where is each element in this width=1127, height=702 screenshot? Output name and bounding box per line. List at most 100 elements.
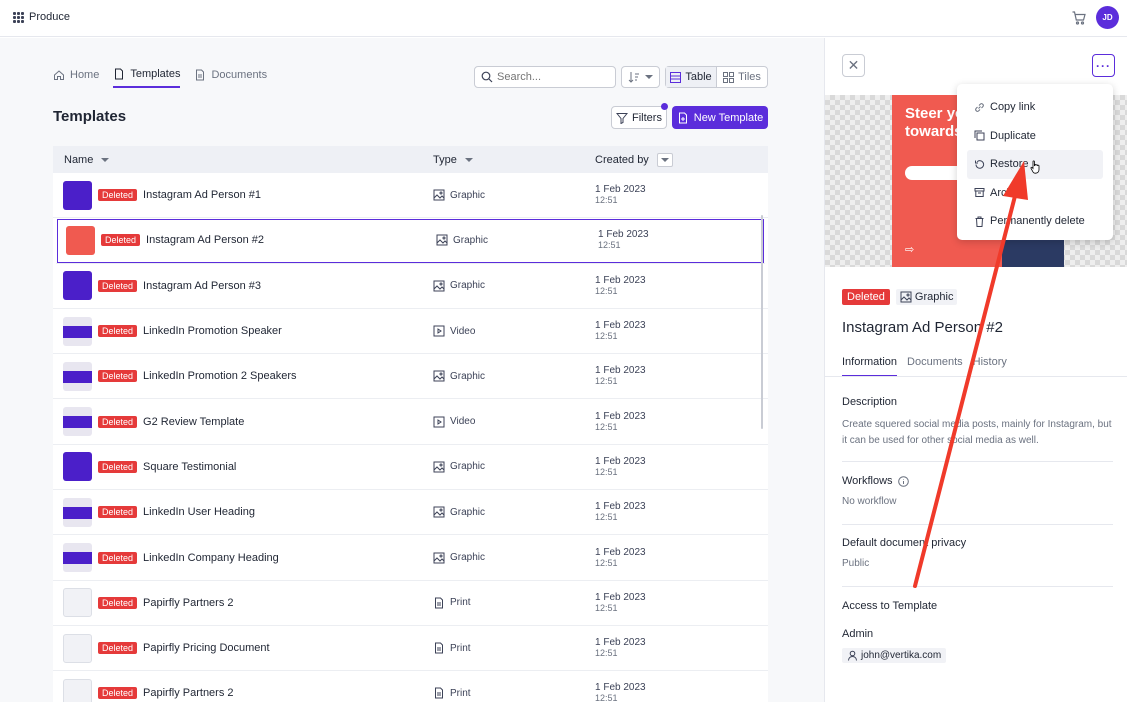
status-badge: Deleted bbox=[842, 289, 890, 305]
app-name[interactable]: Produce bbox=[29, 11, 70, 23]
template-type: Graphic bbox=[450, 370, 486, 382]
type-badge-label: Graphic bbox=[914, 291, 954, 303]
filters-button[interactable]: Filters bbox=[611, 106, 667, 129]
created-time: 12:51 bbox=[595, 285, 618, 296]
table-row[interactable]: Deleted G2 Review Template Video 1 Feb 2023… bbox=[53, 399, 768, 445]
description-text: Create squered social media posts, mainl… bbox=[842, 419, 1112, 446]
menu-item-duplicate[interactable]: Duplicate bbox=[967, 122, 1103, 151]
documents-icon bbox=[196, 69, 205, 81]
admin-user-chip[interactable]: john@vertika.com bbox=[842, 648, 947, 663]
template-name: Papirfly Partners 2 bbox=[143, 596, 234, 609]
cell-created: 1 Feb 2023 12:51 bbox=[595, 682, 735, 702]
table-row[interactable]: Deleted Papirfly Partners 2 Print 1 Feb 202… bbox=[53, 580, 768, 626]
cell-created: 1 Feb 2023 12:51 bbox=[595, 365, 735, 387]
tab-documents[interactable]: Documents bbox=[907, 356, 963, 368]
table-row[interactable]: Deleted Instagram Ad Person #2 Graphic 1 Fe… bbox=[56, 218, 765, 264]
status-badge: Deleted bbox=[98, 642, 138, 655]
menu-item-permanently-delete[interactable]: Permanently delete bbox=[967, 207, 1103, 236]
template-type: Video bbox=[450, 325, 476, 337]
cell-created: 1 Feb 2023 12:51 bbox=[595, 501, 735, 523]
image-icon bbox=[433, 461, 445, 473]
cart-icon[interactable] bbox=[1071, 10, 1087, 26]
column-header-type[interactable]: Type bbox=[433, 154, 595, 166]
column-name-label: Name bbox=[64, 153, 94, 166]
cell-type: Graphic bbox=[433, 506, 595, 518]
app-grid-icon[interactable] bbox=[13, 12, 24, 23]
new-template-button[interactable]: New Template bbox=[672, 106, 768, 129]
scrollbar[interactable] bbox=[761, 215, 763, 429]
home-icon bbox=[54, 70, 64, 80]
template-type: Graphic bbox=[450, 506, 486, 518]
template-thumbnail bbox=[63, 543, 92, 573]
tab-documents-label: Documents bbox=[211, 69, 268, 81]
workflows-label-row: Workflows bbox=[842, 475, 1113, 487]
cell-name: Deleted LinkedIn Promotion 2 Speakers bbox=[53, 361, 433, 391]
column-header-name[interactable]: Name bbox=[53, 154, 433, 166]
filters-label: Filters bbox=[632, 111, 662, 124]
template-title: Instagram Ad Person #2 bbox=[842, 319, 1003, 336]
tab-documents[interactable]: Documents bbox=[194, 68, 267, 88]
ellipsis-icon: ··· bbox=[1096, 58, 1111, 73]
cell-name: Deleted LinkedIn Company Heading bbox=[53, 543, 433, 573]
column-header-created[interactable]: Created by bbox=[595, 152, 735, 167]
table-row[interactable]: Deleted LinkedIn Promotion Speaker Video 1 … bbox=[53, 308, 768, 355]
table-row[interactable]: Deleted LinkedIn Promotion 2 Speakers Grap… bbox=[53, 354, 768, 400]
more-actions-button[interactable]: ··· bbox=[1092, 54, 1115, 77]
image-icon bbox=[433, 280, 445, 292]
template-type: Graphic bbox=[450, 189, 486, 201]
info-icon[interactable] bbox=[897, 475, 909, 487]
user-icon bbox=[848, 650, 857, 661]
admin-email: john@vertika.com bbox=[861, 650, 942, 661]
menu-item-copy-link[interactable]: Copy link bbox=[967, 93, 1103, 122]
table-row[interactable]: Deleted LinkedIn User Heading Graphic 1 Feb… bbox=[53, 490, 768, 536]
view-table-button[interactable]: Table bbox=[666, 67, 717, 87]
video-icon bbox=[433, 325, 445, 337]
menu-item-archive[interactable]: Archive bbox=[967, 179, 1103, 208]
cell-created: 1 Feb 2023 12:51 bbox=[595, 275, 735, 297]
close-panel-button[interactable]: ✕ bbox=[842, 54, 865, 77]
template-name: Instagram Ad Person #1 bbox=[143, 189, 262, 202]
tab-home[interactable]: Home bbox=[53, 68, 99, 88]
template-type: Graphic bbox=[450, 552, 486, 564]
filter-icon bbox=[616, 112, 629, 124]
status-badge: Deleted bbox=[98, 325, 138, 338]
templates-table: Name Type Created by Deleted Instagram Ad… bbox=[53, 146, 768, 702]
search-box[interactable] bbox=[474, 66, 616, 88]
user-avatar[interactable]: JD bbox=[1096, 6, 1119, 29]
template-type: Print bbox=[450, 597, 471, 609]
tab-information[interactable]: Information bbox=[842, 356, 898, 377]
privacy-section: Default document privacy Public bbox=[842, 537, 1113, 572]
sort-button[interactable] bbox=[621, 66, 660, 88]
file-icon bbox=[115, 68, 124, 80]
search-input[interactable] bbox=[497, 71, 607, 83]
column-type-label: Type bbox=[433, 153, 457, 166]
view-tiles-button[interactable]: Tiles bbox=[717, 67, 767, 87]
created-time: 12:51 bbox=[595, 648, 618, 659]
cell-type: Graphic bbox=[433, 189, 595, 201]
table-row[interactable]: Deleted LinkedIn Company Heading Graphic 1 … bbox=[53, 535, 768, 581]
status-badge: Deleted bbox=[98, 370, 138, 383]
table-row[interactable]: Deleted Instagram Ad Person #1 Graphic 1 Fe… bbox=[53, 173, 768, 219]
tab-templates[interactable]: Templates bbox=[113, 68, 181, 88]
tab-templates-label: Templates bbox=[130, 68, 181, 80]
template-type: Graphic bbox=[450, 280, 486, 292]
table-row[interactable]: Deleted Instagram Ad Person #3 Graphic 1 Fe… bbox=[53, 263, 768, 309]
table-row[interactable]: Deleted Papirfly Pricing Document Print 1 F… bbox=[53, 625, 768, 672]
tab-history[interactable]: History bbox=[972, 356, 1007, 368]
table-row[interactable]: Deleted Square Testimonial Graphic 1 Feb 20… bbox=[53, 444, 768, 491]
cell-created: 1 Feb 2023 12:51 bbox=[595, 320, 735, 342]
column-menu-button[interactable] bbox=[656, 152, 673, 167]
table-icon bbox=[670, 71, 682, 83]
preview-cta bbox=[905, 166, 965, 180]
table-row[interactable]: Deleted Papirfly Partners 2 Print 1 Feb 202… bbox=[53, 671, 768, 702]
new-template-label: New Template bbox=[693, 111, 764, 124]
tiles-icon bbox=[723, 71, 735, 83]
add-file-icon bbox=[678, 112, 687, 123]
cell-name: Deleted Papirfly Partners 2 bbox=[53, 678, 433, 702]
cell-created: 1 Feb 2023 12:51 bbox=[595, 547, 735, 569]
created-date: 1 Feb 2023 bbox=[595, 184, 646, 196]
template-thumbnail bbox=[66, 225, 95, 255]
cell-name: Deleted Square Testimonial bbox=[53, 452, 433, 482]
status-badge: Deleted bbox=[98, 415, 138, 428]
privacy-value: Public bbox=[842, 558, 870, 569]
